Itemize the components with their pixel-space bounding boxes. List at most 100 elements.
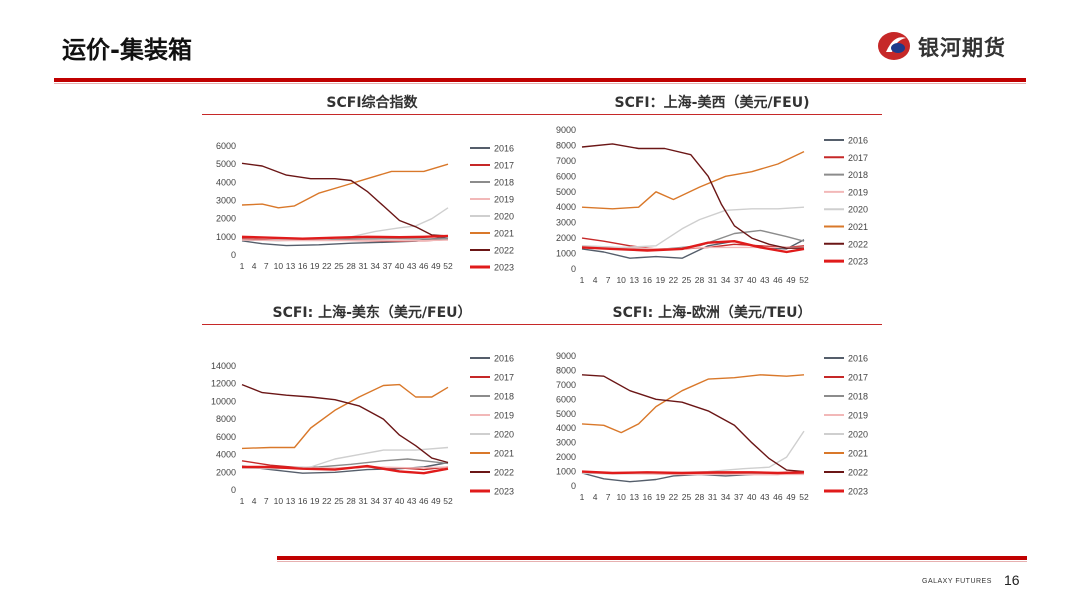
x-tick-label: 49 [786, 492, 796, 502]
y-tick-label: 12000 [211, 379, 236, 389]
y-tick-label: 14000 [211, 361, 236, 371]
y-tick-label: 10000 [211, 396, 236, 406]
chart-svg: 0 1000 2000 3000 4000 5000 6000 1 4 7 10 13 16 19 22 25… [216, 141, 514, 273]
y-tick-label: 6000 [556, 171, 576, 181]
legend-label-2020: 2020 [494, 212, 514, 222]
x-tick-label: 10 [274, 496, 284, 506]
legend-label-2019: 2019 [848, 187, 868, 197]
x-tick-label: 40 [747, 275, 757, 285]
series-line-2020 [581, 206, 805, 249]
chart-shanghai-uswest: SCFI：上海-美西（美元/FEU) 0 1000 2000 3000 4000 5000… [542, 90, 882, 300]
x-tick-label: 49 [786, 275, 796, 285]
y-tick-label: 0 [571, 264, 576, 274]
legend-label-2021: 2021 [848, 222, 868, 232]
x-tick-label: 22 [322, 496, 332, 506]
y-tick-label: 8000 [556, 140, 576, 150]
y-tick-label: 3000 [556, 218, 576, 228]
x-tick-label: 1 [240, 496, 245, 506]
series-line-2016 [581, 239, 805, 259]
y-tick-label: 5000 [556, 409, 576, 419]
x-tick-label: 25 [334, 261, 344, 271]
legend-label-2020: 2020 [848, 430, 868, 440]
x-tick-label: 34 [371, 261, 381, 271]
y-tick-label: 4000 [556, 202, 576, 212]
legend-label-2018: 2018 [494, 392, 514, 402]
x-tick-label: 34 [721, 275, 731, 285]
chart-title: SCFI：上海-美西（美元/FEU) [614, 95, 810, 111]
y-tick-label: 4000 [216, 450, 236, 460]
series-line-2023 [241, 234, 449, 240]
legend-label-2016: 2016 [848, 136, 868, 146]
chart-title: SCFI: 上海-美东（美元/FEU） [272, 305, 472, 321]
legend-label-2023: 2023 [494, 263, 514, 273]
legend-label-2016: 2016 [494, 354, 514, 364]
series-line-2019 [241, 239, 449, 242]
legend-label-2020: 2020 [494, 430, 514, 440]
x-tick-label: 25 [682, 492, 692, 502]
legend-label-2017: 2017 [848, 373, 868, 383]
y-tick-label: 1000 [216, 232, 236, 242]
x-tick-label: 46 [419, 496, 429, 506]
y-tick-label: 2000 [216, 467, 236, 477]
legend-label-2022: 2022 [494, 468, 514, 478]
legend-label-2023: 2023 [848, 257, 868, 267]
x-tick-label: 34 [371, 496, 381, 506]
x-tick-label: 40 [395, 261, 405, 271]
x-tick-label: 28 [346, 261, 356, 271]
chart-title: SCFI综合指数 [326, 95, 418, 111]
legend-label-2017: 2017 [494, 373, 514, 383]
x-tick-label: 1 [580, 492, 585, 502]
y-tick-label: 0 [231, 485, 236, 495]
x-tick-label: 13 [286, 496, 296, 506]
brand-logo: 银河期货 [876, 28, 1036, 64]
y-tick-label: 7000 [556, 380, 576, 390]
footer-divider [277, 556, 1027, 560]
x-tick-label: 31 [708, 492, 718, 502]
chart-svg: 0 1000 2000 3000 4000 5000 6000 7000 8000 9000 1 4 7… [556, 351, 868, 502]
x-tick-label: 7 [264, 261, 269, 271]
galaxy-logo-icon [878, 32, 910, 60]
legend-label-2022: 2022 [848, 239, 868, 249]
x-tick-label: 16 [643, 275, 653, 285]
legend-label-2022: 2022 [848, 468, 868, 478]
y-tick-label: 6000 [216, 141, 236, 151]
legend-label-2017: 2017 [848, 153, 868, 163]
series-line-2020 [241, 207, 449, 240]
series-line-2021 [581, 374, 805, 434]
chart-title-rule [202, 114, 542, 115]
chart-title: SCFI: 上海-欧洲（美元/TEU） [612, 305, 812, 321]
chart-title-rule [542, 114, 882, 115]
x-tick-label: 19 [310, 261, 320, 271]
x-tick-label: 19 [656, 492, 666, 502]
x-tick-label: 25 [682, 275, 692, 285]
chart-shanghai-useast: SCFI: 上海-美东（美元/FEU） 0 2000 4000 6000 8000 100… [202, 300, 542, 510]
legend-label-2018: 2018 [494, 178, 514, 188]
x-tick-label: 52 [799, 492, 809, 502]
x-tick-label: 37 [734, 275, 744, 285]
series-line-2023 [581, 240, 805, 254]
x-tick-label: 43 [407, 261, 417, 271]
y-tick-label: 3000 [216, 196, 236, 206]
y-tick-label: 6000 [216, 432, 236, 442]
legend-label-2021: 2021 [848, 449, 868, 459]
y-tick-label: 3000 [556, 438, 576, 448]
y-tick-label: 2000 [556, 452, 576, 462]
x-tick-label: 1 [580, 275, 585, 285]
x-tick-label: 22 [669, 492, 679, 502]
x-tick-label: 49 [431, 496, 441, 506]
y-tick-label: 4000 [216, 177, 236, 187]
x-tick-label: 31 [358, 496, 368, 506]
brand-logo-text: 银河期货 [918, 36, 1006, 60]
y-tick-label: 0 [231, 250, 236, 260]
x-tick-label: 4 [593, 492, 598, 502]
x-tick-label: 7 [606, 492, 611, 502]
legend-label-2016: 2016 [848, 354, 868, 364]
y-tick-label: 4000 [556, 423, 576, 433]
x-tick-label: 25 [334, 496, 344, 506]
x-tick-label: 34 [721, 492, 731, 502]
x-tick-label: 37 [383, 261, 393, 271]
header-divider [54, 78, 1026, 82]
legend-label-2018: 2018 [848, 392, 868, 402]
x-tick-label: 40 [395, 496, 405, 506]
x-tick-label: 31 [708, 275, 718, 285]
